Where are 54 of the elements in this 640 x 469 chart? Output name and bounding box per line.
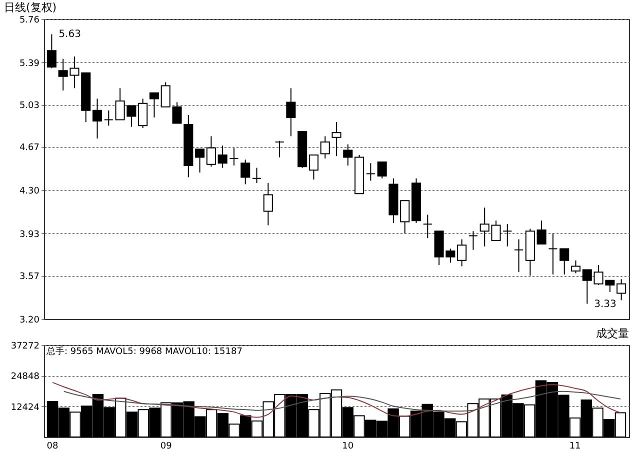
line-series [52,382,621,418]
y-tick-label: 5.39 [19,58,40,69]
candlestick [104,110,114,126]
candlestick [46,34,56,69]
y-tick-label: 5.03 [19,101,40,112]
candlestick [149,92,159,118]
x-tick-label: 08 [46,442,59,452]
candlestick [616,278,626,301]
annotation: 3.33 [594,298,616,310]
x-tick-label: 11 [569,442,581,452]
candlestick [560,248,570,275]
candlestick [422,214,432,239]
y-tick-label: 5.76 [19,16,40,26]
candlestick [343,144,353,166]
candlestick [457,238,467,267]
y-tick-label: 3.93 [19,230,40,240]
x-tick-label: 09 [160,442,172,452]
annotation: 5.63 [58,29,81,40]
candlestick [240,159,250,185]
candlestick [377,161,387,179]
y-tick-label: 3.20 [19,316,40,326]
candlestick [218,145,228,168]
candlestick [570,260,581,274]
candlestick [286,88,296,137]
candlestick [536,220,546,244]
candlestick [400,200,410,234]
candlestick [92,98,102,140]
candlestick [332,122,342,157]
candlestick [138,98,148,128]
candlestick [206,136,216,168]
candlestick [582,269,592,304]
candlestick [274,140,284,158]
candlestick [514,238,524,273]
candlestick [366,162,376,182]
annotation: 总手: 9565 MAVOL5: 9968 MAVOL10: 15187 [46,346,242,357]
candlestick [252,167,262,184]
candlestick [263,182,273,226]
candlestick [195,148,205,174]
candlestick [468,230,478,250]
y-tick-label: 4.30 [19,186,40,197]
x-tick-label: 10 [342,442,354,452]
y-tick-label: 37272 [10,342,40,352]
candlestick [320,136,330,159]
y-tick-label: 4.67 [19,143,40,154]
chart-title: 成交量 [596,327,629,340]
y-tick-label: 3.57 [19,272,40,282]
candlestick [502,224,512,247]
line-series [63,390,621,412]
chart-title: 日线(复权) [4,1,57,14]
y-tick-label: 24848 [10,372,40,382]
y-tick-label: 12424 [10,402,40,413]
candlestick [229,147,239,166]
candlestick [548,232,558,275]
candlestick [308,154,318,180]
